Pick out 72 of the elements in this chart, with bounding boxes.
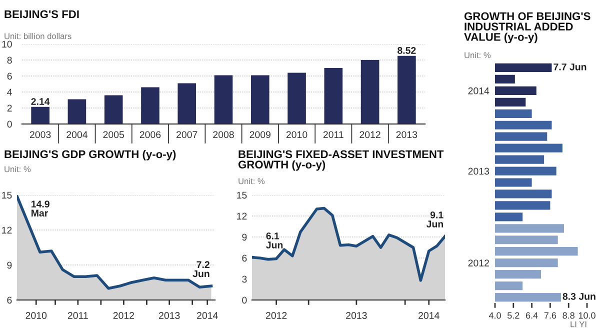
annotation: 9.1 Jun — [426, 211, 444, 228]
chart-title: BEIJING'S FDI — [4, 10, 79, 18]
x-tick-label: 8.8 — [562, 312, 574, 319]
x-tick-label: 5.2 — [507, 312, 520, 319]
x-tick-label: 2012 — [360, 131, 380, 138]
x-tick-label: 2012 — [113, 312, 134, 319]
x-tick-label: 2013 — [159, 312, 180, 319]
x-tick-label: 2006 — [140, 131, 161, 138]
chart-title: GROWTH OF BEIJING'S INDUSTRIAL ADDED VALUE (y-o-y) — [464, 12, 590, 44]
bar — [31, 106, 50, 124]
chart-title: BEIJING'S FIXED-ASSET INVESTMENT GROWTH (y-o-y) — [238, 150, 444, 171]
x-tick-label: 2007 — [176, 131, 198, 138]
x-tick-label: 4.0 — [488, 312, 501, 319]
y-tick-label: 12 — [2, 226, 12, 234]
x-tick-label: 2010 — [26, 312, 47, 319]
annotation: 6.1 Jun — [266, 232, 283, 248]
x-tick-label: 2010 — [286, 131, 308, 138]
annotation: 14.9 Mar — [32, 200, 50, 217]
y-tick-label: 0 — [242, 296, 247, 304]
y-tick-label: 0 — [7, 120, 12, 128]
bar — [214, 75, 233, 124]
bar — [288, 72, 306, 124]
x-tick-label: 2014 — [418, 312, 440, 319]
bar — [250, 75, 270, 124]
bar — [398, 56, 416, 124]
chart-subtitle: Unit: % — [4, 166, 31, 172]
y-tick-label: 2013 — [468, 168, 490, 175]
y-tick-label: 6 — [7, 72, 12, 80]
chart-subtitle: Unit: billion dollars — [4, 33, 72, 40]
data-label: 8.3 Jun — [562, 292, 596, 300]
bar — [360, 60, 380, 124]
x-tick-label: 2011 — [323, 131, 344, 138]
x-tick-label: 2009 — [250, 131, 270, 138]
y-tick-label: 3 — [242, 276, 247, 283]
data-label: 7.7 Jun — [554, 64, 586, 70]
chart-subtitle: Unit: % — [238, 178, 265, 184]
y-tick-label: 15 — [237, 192, 247, 199]
y-tick-label: 2 — [7, 104, 12, 112]
y-tick-label: 2014 — [468, 87, 490, 94]
x-tick-label: 10.0 — [578, 312, 596, 319]
x-tick-label: 2008 — [213, 131, 234, 138]
x-tick-label: 7.6 — [544, 312, 556, 319]
data-label: 8.52 — [398, 47, 416, 54]
x-tick-label: 2013 — [396, 131, 418, 138]
bar — [324, 68, 343, 124]
annotation: 7.2 Jun — [192, 261, 210, 278]
bar — [68, 99, 86, 124]
y-tick-label: 10 — [2, 40, 12, 48]
bar — [178, 83, 196, 124]
y-tick-label: 15 — [2, 192, 12, 199]
text: LI YI — [570, 321, 586, 328]
y-tick-label: 2012 — [468, 260, 489, 266]
x-tick-label: 2014 — [197, 312, 218, 319]
y-tick-label: 9 — [7, 262, 12, 269]
chart-subtitle: Unit: % — [464, 52, 491, 58]
x-tick-label: 2004 — [66, 131, 88, 138]
y-tick-label: 9 — [242, 234, 247, 241]
x-tick-label: 2011 — [68, 312, 88, 319]
y-tick-label: 6 — [242, 254, 247, 262]
x-tick-label: 6.4 — [526, 312, 538, 319]
bar — [104, 95, 123, 124]
x-tick-label: 2005 — [103, 131, 124, 138]
bar — [141, 87, 160, 124]
data-label: 2.14 — [31, 98, 50, 105]
x-tick-label: 2013 — [346, 312, 367, 319]
y-tick-label: 8 — [7, 56, 12, 64]
x-tick-label: 2012 — [266, 312, 287, 319]
chart-title: BEIJING'S GDP GROWTH (y-o-y) — [4, 150, 176, 160]
y-tick-label: 6 — [7, 296, 12, 304]
x-tick-label: 2003 — [30, 131, 51, 138]
y-tick-label: 4 — [7, 88, 12, 96]
y-tick-label: 12 — [237, 212, 247, 220]
